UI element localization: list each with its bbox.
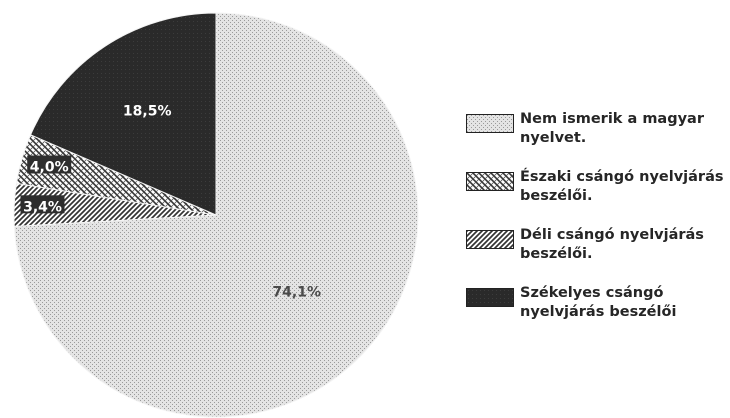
- slice-value-label: 4,0%: [30, 160, 69, 176]
- legend-item: Nem ismerik a magyar nyelvet.: [466, 110, 728, 168]
- legend-label: Nem ismerik a magyar nyelvet.: [520, 111, 704, 146]
- legend-swatch-dots: [466, 114, 514, 133]
- legend-swatch-dark: [466, 288, 514, 307]
- slice-value-label: 3,4%: [23, 199, 62, 215]
- slice-label-background: [20, 195, 65, 214]
- legend-item: Északi csángó nyelvjárás beszélői.: [466, 168, 728, 226]
- pie-slice: [29, 12, 217, 216]
- legend-label: Északi csángó nyelvjárás beszélői.: [520, 169, 724, 204]
- slice-value-label: 74,1%: [272, 284, 321, 300]
- legend: Nem ismerik a magyar nyelvet. Északi csá…: [466, 110, 728, 342]
- legend-label: Székelyes csángó nyelvjárás beszélői: [520, 285, 677, 320]
- slice-label-background: [27, 155, 72, 174]
- legend-label: Déli csángó nyelvjárás beszélői.: [520, 227, 704, 262]
- legend-swatch-crosshatch: [466, 172, 514, 191]
- legend-swatch-diagonal: [466, 230, 514, 249]
- legend-item: Déli csángó nyelvjárás beszélői.: [466, 226, 728, 284]
- legend-item: Székelyes csángó nyelvjárás beszélői: [466, 284, 728, 342]
- slice-value-label: 18,5%: [123, 103, 172, 119]
